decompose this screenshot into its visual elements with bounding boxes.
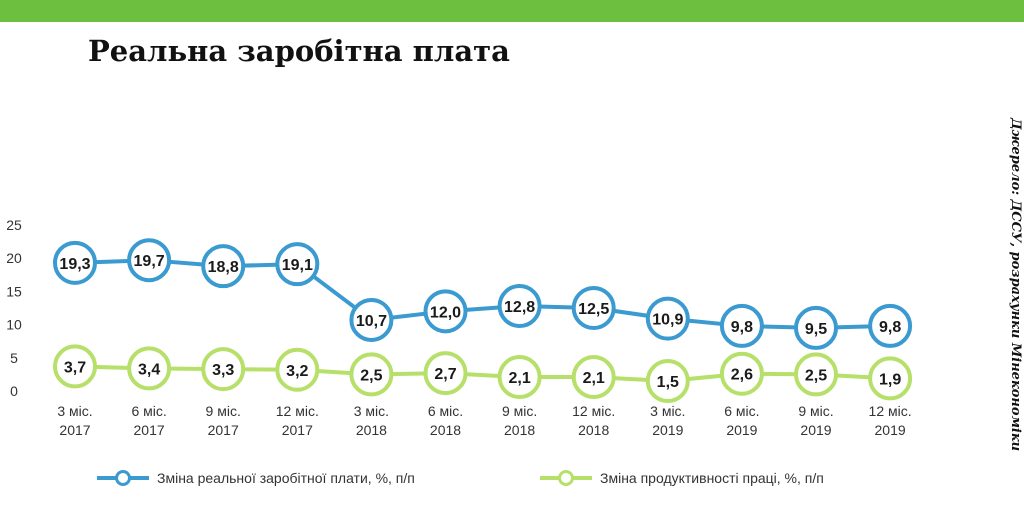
x-tick-label: 2017 (282, 422, 313, 438)
y-tick-label: 25 (6, 217, 22, 233)
data-label-wage: 9,5 (805, 321, 827, 338)
data-label-wage: 9,8 (731, 319, 753, 336)
data-point-productivity (127, 346, 172, 391)
data-point-wage (201, 244, 246, 289)
data-label-wage: 18,8 (208, 259, 239, 276)
data-point-productivity (719, 351, 764, 396)
x-tick-label: 3 міс. (354, 403, 389, 419)
data-label-productivity: 3,7 (64, 359, 86, 376)
y-tick-label: 5 (10, 350, 18, 366)
series-line-productivity (73, 364, 893, 384)
data-label-wage: 12,8 (504, 299, 535, 316)
data-point-wage (53, 240, 97, 285)
legend-label-productivity: Зміна продуктивності праці, %, п/п (600, 470, 824, 486)
data-point-wage (868, 303, 913, 348)
x-tick-label: 2018 (504, 422, 535, 438)
x-tick-label: 2018 (430, 422, 461, 438)
x-tick-label: 2019 (726, 422, 757, 438)
legend-swatch-productivity (540, 466, 592, 490)
x-tick-label: 2017 (134, 422, 165, 438)
x-tick-label: 12 міс. (572, 403, 615, 419)
data-label-wage: 19,7 (134, 253, 165, 270)
legend-marker-productivity (558, 470, 574, 486)
x-tick-label: 3 міс. (57, 403, 92, 419)
x-tick-label: 12 міс. (276, 403, 319, 419)
x-tick-label: 2019 (800, 422, 831, 438)
data-point-productivity (794, 352, 838, 397)
data-label-wage: 12,5 (578, 301, 609, 318)
data-point-wage (423, 289, 468, 334)
data-label-productivity: 2,1 (508, 370, 530, 387)
data-label-productivity: 2,5 (360, 367, 382, 384)
data-point-productivity (571, 355, 616, 400)
data-point-wage (127, 238, 172, 283)
data-point-productivity (201, 347, 246, 392)
data-point-productivity (275, 347, 320, 392)
x-tick-label: 12 міс. (869, 403, 912, 419)
x-tick-label: 9 міс. (206, 403, 241, 419)
data-label-productivity: 2,7 (434, 366, 456, 383)
data-label-productivity: 3,3 (212, 362, 234, 379)
data-label-wage: 12,0 (430, 304, 461, 321)
data-point-productivity (349, 352, 394, 397)
legend-marker-wage (115, 470, 131, 486)
x-tick-label: 6 міс. (428, 403, 463, 419)
x-tick-label: 2017 (59, 422, 90, 438)
data-label-productivity: 3,4 (138, 361, 160, 378)
data-point-wage (349, 297, 394, 342)
data-point-productivity (868, 356, 913, 401)
data-label-wage: 19,3 (59, 256, 90, 273)
data-label-productivity: 1,5 (657, 374, 679, 391)
source-note: Джерело: ДССУ, розрахунки Мінекономіки (1008, 118, 1023, 452)
data-point-productivity (423, 351, 468, 396)
x-tick-label: 2019 (652, 422, 683, 438)
data-point-wage (571, 286, 616, 330)
legend-item-productivity: Зміна продуктивності праці, %, п/п (540, 466, 824, 490)
data-point-productivity (497, 355, 542, 400)
data-point-productivity (645, 359, 690, 404)
legend-item-wage: Зміна реальної заробітної плати, %, п/п (97, 466, 415, 490)
x-tick-label: 6 міс. (131, 403, 166, 419)
y-tick-label: 0 (10, 383, 18, 399)
x-tick-label: 9 міс. (502, 403, 537, 419)
legend-label-wage: Зміна реальної заробітної плати, %, п/п (157, 470, 415, 486)
data-label-wage: 10,7 (356, 313, 387, 330)
x-tick-label: 9 міс. (798, 403, 833, 419)
data-point-wage (794, 305, 838, 350)
x-tick-label: 2019 (875, 422, 906, 438)
x-tick-label: 6 міс. (724, 403, 759, 419)
legend-swatch-wage (97, 466, 149, 490)
y-tick-label: 10 (6, 317, 22, 333)
x-tick-label: 2018 (356, 422, 387, 438)
x-tick-label: 2017 (208, 422, 239, 438)
x-tick-label: 3 міс. (650, 403, 685, 419)
data-label-wage: 19,1 (282, 257, 313, 274)
y-tick-label: 20 (6, 250, 22, 266)
data-point-productivity (53, 344, 97, 389)
data-label-productivity: 3,2 (286, 363, 308, 380)
data-point-wage (497, 284, 542, 329)
data-point-wage (645, 296, 690, 341)
data-label-productivity: 2,1 (583, 370, 605, 387)
data-label-wage: 10,9 (652, 312, 683, 329)
data-label-productivity: 2,6 (731, 367, 753, 384)
data-label-productivity: 1,9 (879, 371, 901, 388)
series-line-wage (73, 258, 893, 330)
chart-title: Реальна заробітна плата (88, 34, 510, 68)
y-tick-label: 15 (6, 283, 22, 299)
data-point-wage (275, 242, 320, 287)
data-label-wage: 9,8 (879, 319, 901, 336)
data-point-wage (719, 303, 764, 348)
top-accent-bar (0, 0, 1024, 22)
data-label-productivity: 2,5 (805, 367, 827, 384)
x-tick-label: 2018 (578, 422, 609, 438)
